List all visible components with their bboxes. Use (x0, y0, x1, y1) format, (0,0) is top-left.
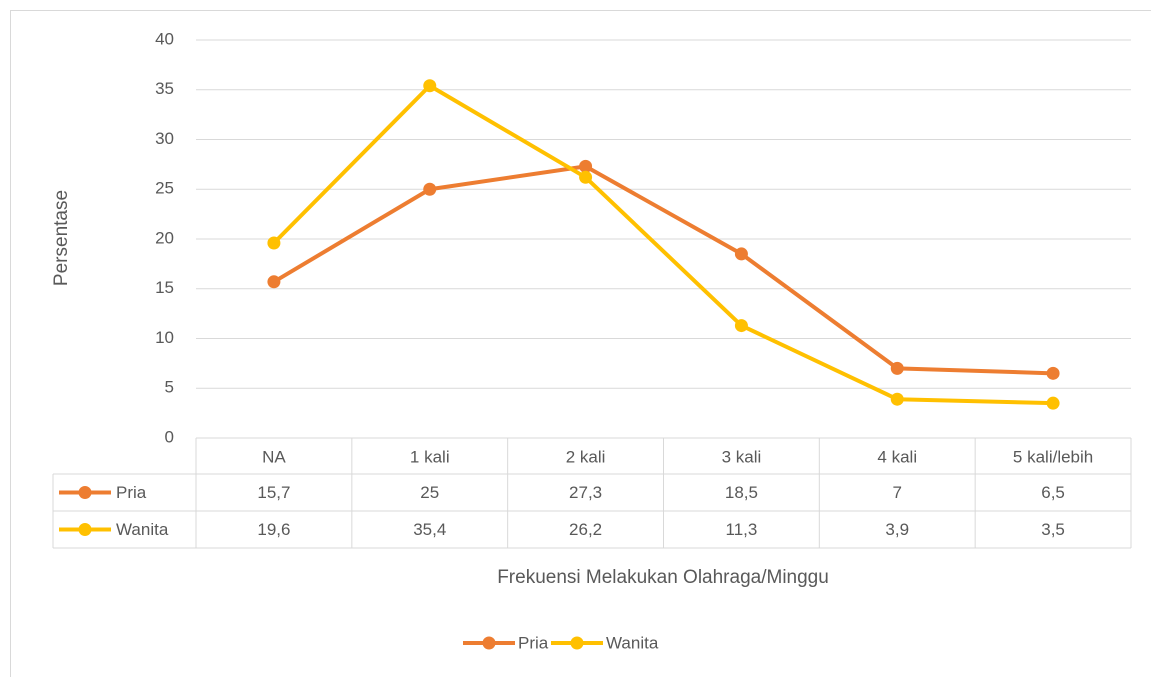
y-tick-label: 0 (165, 427, 174, 446)
table-cell: 26,2 (569, 520, 602, 539)
data-point (579, 170, 593, 184)
data-point (734, 247, 748, 261)
data-point (267, 236, 281, 250)
x-tick-label: 1 kali (410, 447, 450, 466)
table-row-label: Pria (116, 483, 147, 502)
table-cell: 35,4 (413, 520, 446, 539)
data-point (423, 79, 437, 93)
table-cell: 27,3 (569, 483, 602, 502)
series-line (272, 83, 1054, 406)
table-cell: 7 (893, 483, 902, 502)
table-cell: 18,5 (725, 483, 758, 502)
table-cell: 3,9 (885, 520, 909, 539)
x-tick-label: NA (262, 447, 286, 466)
legend-label: Pria (518, 633, 549, 652)
data-point (579, 159, 593, 173)
y-axis-title: Persentase (51, 190, 72, 286)
legend-label: Wanita (606, 633, 659, 652)
data-point (1046, 366, 1060, 380)
x-tick-label: 4 kali (877, 447, 917, 466)
chart-border (10, 10, 1151, 677)
table-cell: 11,3 (726, 520, 758, 539)
data-point (890, 392, 904, 406)
x-axis-title: Frekuensi Melakukan Olahraga/Minggu (497, 567, 829, 588)
table-cell: 19,6 (257, 520, 290, 539)
x-tick-label: 5 kali/lebih (1013, 447, 1093, 466)
table-cell: 6,5 (1041, 483, 1065, 502)
data-point (423, 182, 437, 196)
y-tick-label: 25 (155, 179, 174, 198)
y-tick-label: 30 (155, 129, 174, 148)
y-tick-label: 40 (155, 29, 174, 48)
y-tick-label: 15 (155, 278, 174, 297)
table-key-marker (78, 523, 92, 536)
data-point (890, 361, 904, 375)
y-tick-label: 10 (155, 328, 174, 347)
table-cell: 25 (420, 483, 439, 502)
y-tick-label: 35 (155, 79, 174, 98)
legend-key-marker (570, 636, 584, 650)
series-line (272, 164, 1054, 376)
table-row-label: Wanita (116, 520, 169, 539)
table-cell: 15,7 (257, 483, 290, 502)
data-point (267, 275, 281, 289)
legend-key-marker (482, 636, 496, 650)
table-cell: 3,5 (1041, 520, 1065, 539)
data-point (734, 319, 748, 333)
data-point (1046, 396, 1060, 410)
y-tick-label: 20 (155, 228, 174, 247)
x-tick-label: 2 kali (566, 447, 606, 466)
x-tick-label: 3 kali (722, 447, 762, 466)
table-key-marker (78, 486, 92, 499)
y-tick-label: 5 (165, 378, 174, 397)
